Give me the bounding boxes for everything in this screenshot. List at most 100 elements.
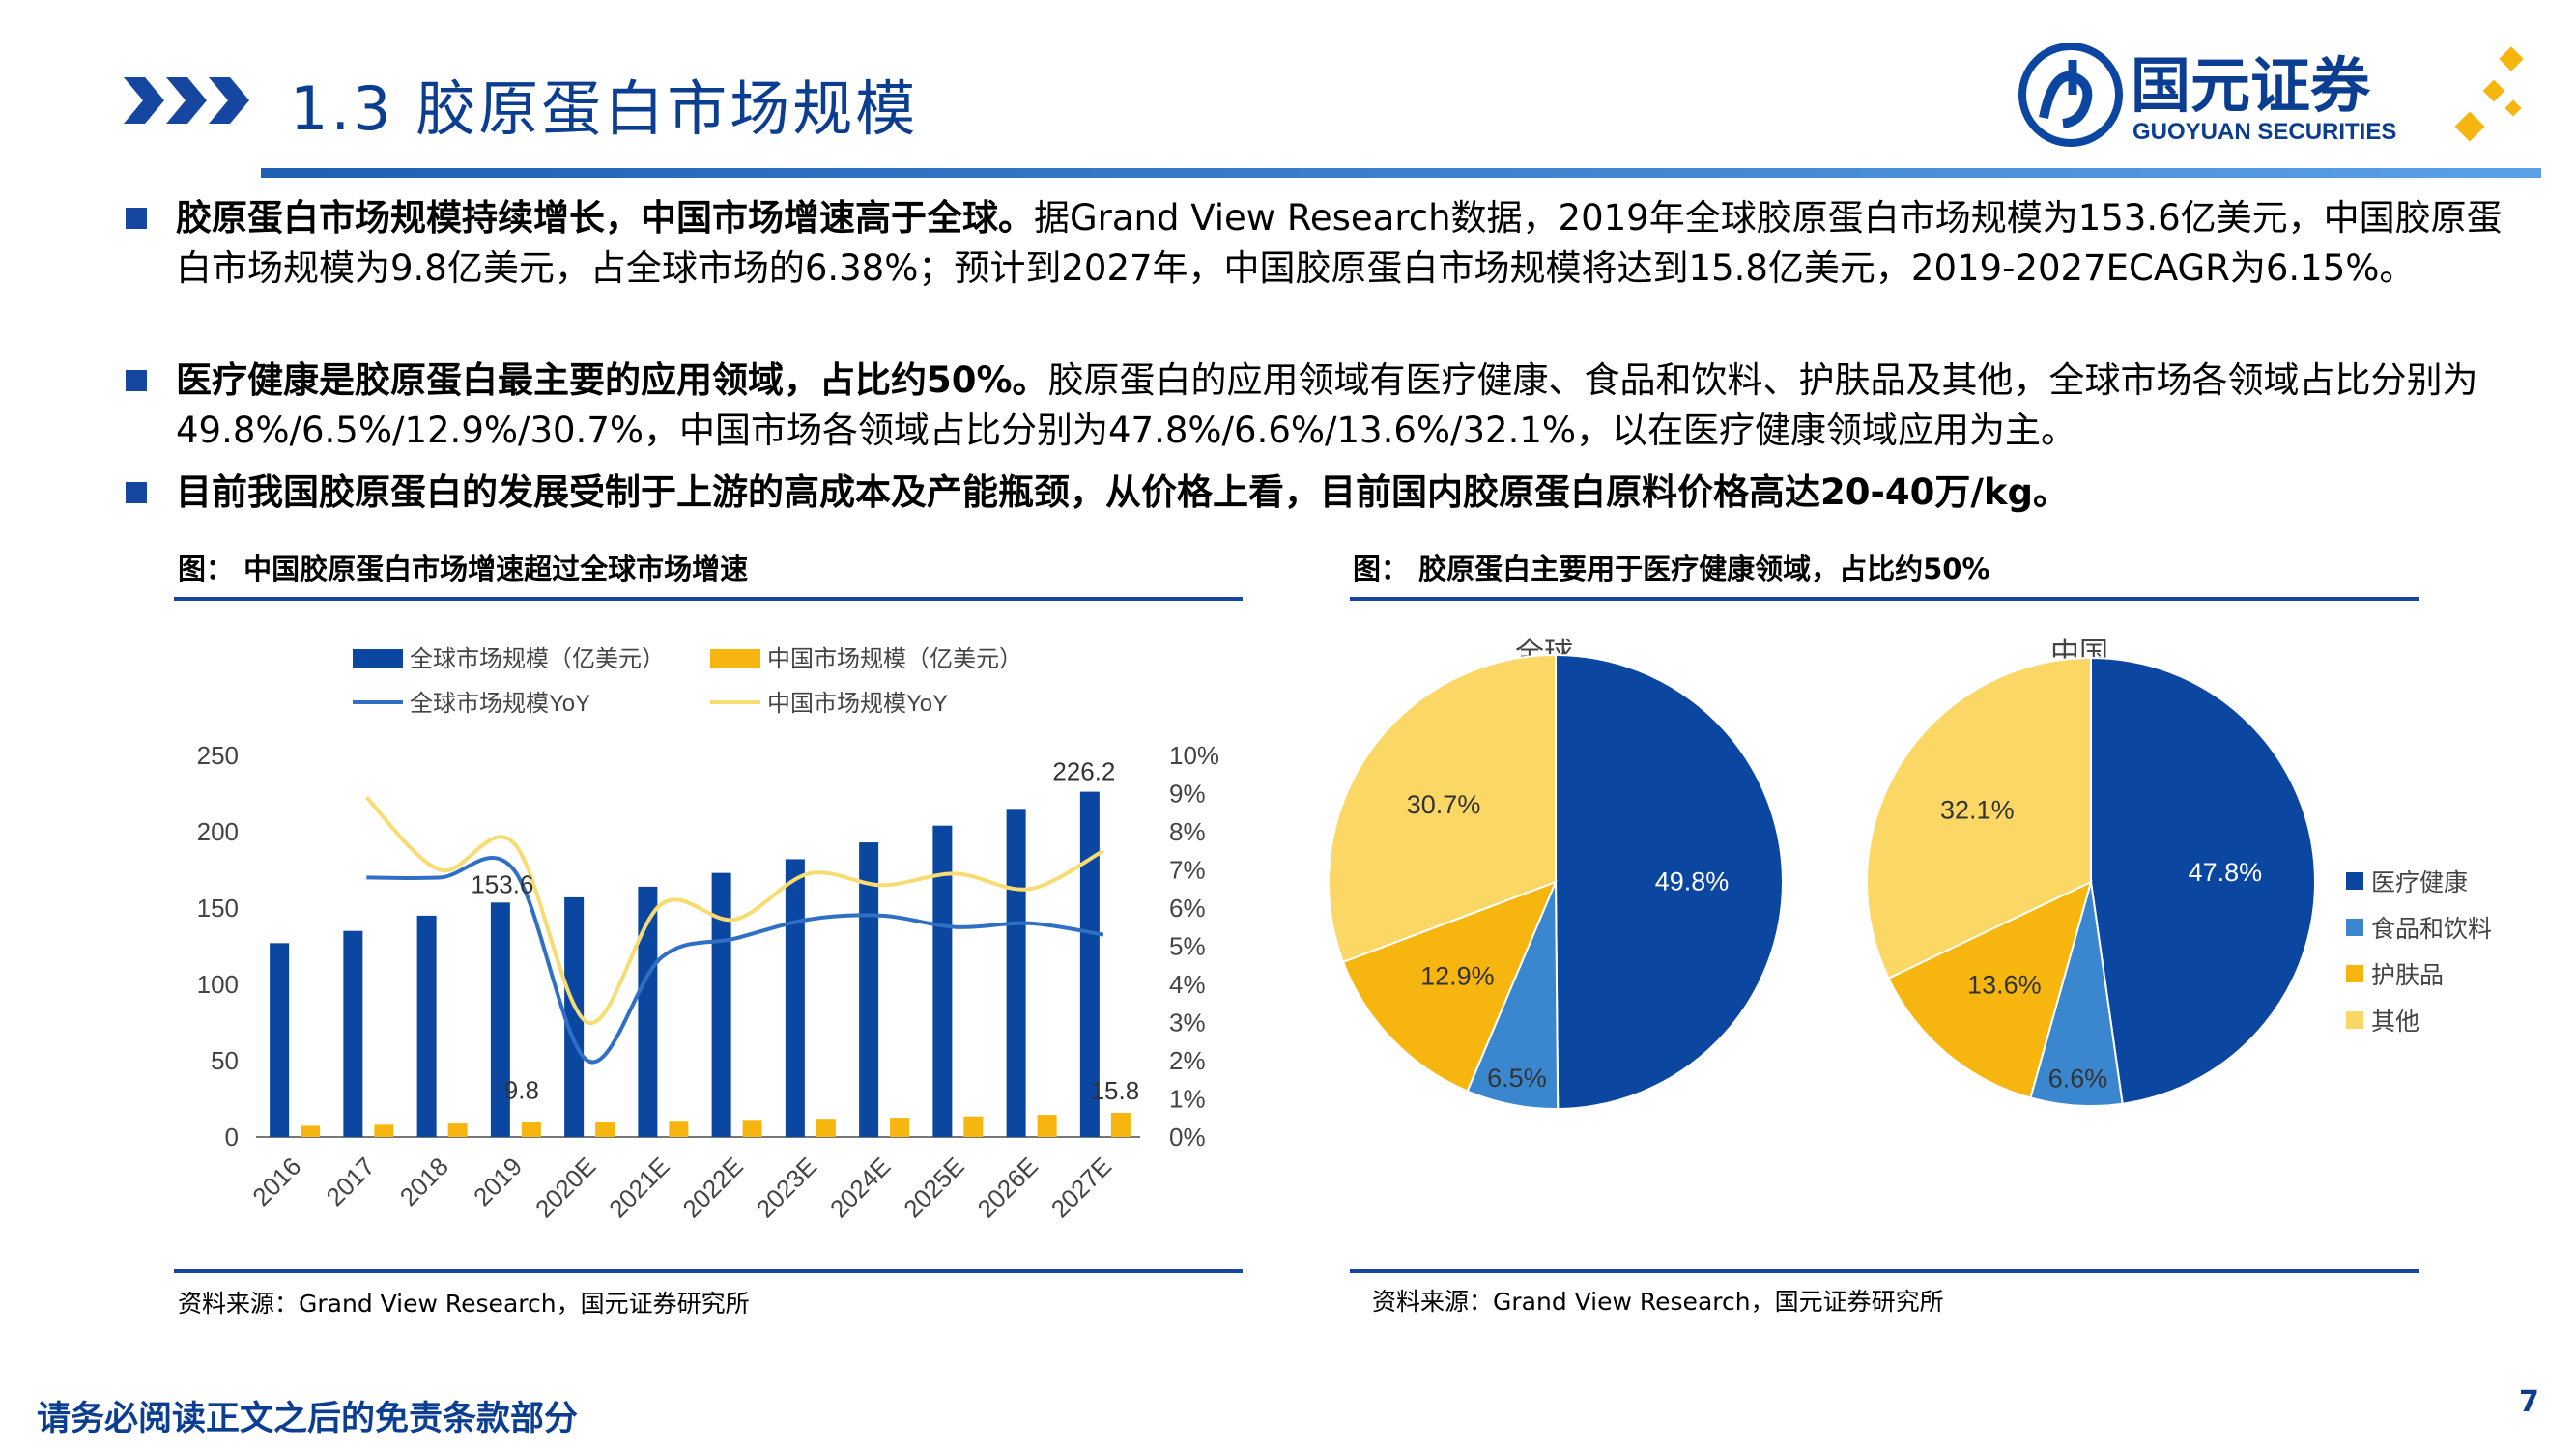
page-title: 1.3 胶原蛋白市场规模 <box>290 73 919 144</box>
y-right-tick-label: 5% <box>1169 932 1206 961</box>
title-chevrons-icon <box>124 77 249 124</box>
bar-global-2017 <box>343 930 363 1137</box>
y-left-tick-label: 200 <box>197 817 239 846</box>
y-right-tick-label: 2% <box>1169 1046 1206 1075</box>
legend-swatch-global-size <box>353 649 403 668</box>
y-right-tick-label: 7% <box>1169 856 1206 885</box>
right-figure-bottom-rule <box>1350 1269 2419 1273</box>
data-label-global-2019: 153.6 <box>471 869 533 898</box>
legend-label-china-yoy: 中国市场规模YoY <box>767 691 948 717</box>
logo-cn-text: 国元证券 <box>2131 53 2371 120</box>
pie-legend-label: 食品和饮料 <box>2371 916 2492 943</box>
legend-label-global-yoy: 全球市场规模YoY <box>410 691 590 717</box>
header-divider <box>261 168 2541 178</box>
bar-global-2027E <box>1079 791 1100 1137</box>
bullet-square-icon <box>126 482 147 503</box>
pie-legend-swatch <box>2346 965 2363 982</box>
footer-disclaimer: 请务必阅读正文之后的免责条款部分 <box>37 1400 579 1438</box>
legend-label-china-size: 中国市场规模（亿美元） <box>767 646 1022 672</box>
legend-swatch-china-size <box>710 649 760 668</box>
bar-global-2020E <box>564 896 585 1137</box>
x-tick-label: 2027E <box>1045 1151 1117 1223</box>
pie-china-slice-2 <box>1887 880 2093 1099</box>
y-right-tick-label: 9% <box>1169 780 1206 809</box>
bar-china-2023E <box>816 1119 836 1137</box>
y-right-tick-label: 3% <box>1169 1009 1206 1037</box>
logo-stars-icon <box>2454 46 2524 142</box>
bullet-3-bold: 目前我国胶原蛋白的发展受制于上游的高成本及产能瓶颈，从价格上看，目前国内胶原蛋白… <box>176 471 2069 513</box>
x-tick-label: 2026E <box>971 1151 1043 1223</box>
pie-china-slice-3 <box>1866 656 2092 980</box>
left-figure-top-rule <box>174 597 1243 601</box>
bar-china-2021E <box>669 1121 689 1137</box>
left-figure-title: 图： 中国胶原蛋白市场增速超过全球市场增速 <box>178 553 749 585</box>
y-left-tick-label: 50 <box>211 1046 239 1075</box>
bar-china-2020E <box>595 1122 615 1137</box>
x-tick-label: 2024E <box>824 1151 896 1223</box>
y-left-tick-label: 0 <box>225 1122 239 1151</box>
y-right-tick-label: 8% <box>1169 817 1206 846</box>
pie-legend-swatch <box>2346 919 2363 936</box>
y-left-tick-label: 250 <box>197 741 239 770</box>
y-right-tick-label: 6% <box>1169 894 1206 923</box>
bullet-1-bold: 胶原蛋白市场规模持续增长，中国市场增速高于全球。 <box>176 197 1034 239</box>
data-label-china-2027: 15.8 <box>1091 1076 1140 1105</box>
y-right-tick-label: 0% <box>1169 1122 1206 1151</box>
x-tick-label: 2025E <box>898 1151 969 1223</box>
logo-emblem-icon <box>2018 43 2123 147</box>
x-tick-label: 2020E <box>530 1151 601 1223</box>
bullet-application: 医疗健康是胶原蛋白最主要的应用领域，占比约50%。胶原蛋白的应用领域有医疗健康、… <box>126 355 2512 456</box>
left-figure-bottom-rule <box>174 1269 1243 1273</box>
pie-china-slice-0 <box>2090 656 2316 1105</box>
pie-china-value-label: 32.1% <box>1940 796 2015 825</box>
bar-global-2026E <box>1006 809 1026 1137</box>
pie-legend-swatch <box>2346 872 2363 890</box>
bar-china-2019 <box>521 1122 541 1137</box>
bar-china-2027E <box>1110 1113 1131 1137</box>
bar-global-2025E <box>932 825 953 1137</box>
x-tick-label: 2023E <box>751 1151 822 1223</box>
pie-legend-swatch <box>2346 1011 2363 1029</box>
pie-china-value-label: 47.8% <box>2189 858 2263 887</box>
bullet-2-text: 胶原蛋白的应用领域有医疗健康、食品和饮料、护肤品及其他，全球市场各领域占比分别为… <box>176 359 2478 451</box>
pie-legend-label: 医疗健康 <box>2371 869 2468 896</box>
application-pie-charts: 全球 中国 49.8%6.5%12.9%30.7% 47.8%6.6%13.6%… <box>1328 638 2492 1111</box>
pie-china-value-label: 13.6% <box>1967 970 2042 999</box>
bar-global-2023E <box>785 859 805 1137</box>
market-size-chart: 全球市场规模（亿美元） 中国市场规模（亿美元） 全球市场规模YoY 中国市场规模… <box>197 646 1219 1223</box>
bar-global-2016 <box>270 943 290 1137</box>
bar-china-2022E <box>742 1120 762 1137</box>
bar-china-2026E <box>1037 1115 1057 1137</box>
line-china-yoy <box>364 796 1104 1025</box>
data-label-china-2019: 9.8 <box>504 1076 539 1105</box>
bullet-2-bold: 医疗健康是胶原蛋白最主要的应用领域，占比约50%。 <box>176 359 1048 401</box>
x-tick-label: 2017 <box>321 1151 381 1211</box>
bar-china-2018 <box>447 1123 468 1137</box>
x-tick-label: 2019 <box>468 1151 528 1211</box>
bullet-square-icon <box>126 208 147 229</box>
chart-legend: 全球市场规模（亿美元） 中国市场规模（亿美元） 全球市场规模YoY 中国市场规模… <box>353 646 1022 717</box>
bullet-constraints: 目前我国胶原蛋白的发展受制于上游的高成本及产能瓶颈，从价格上看，目前国内胶原蛋白… <box>126 468 2512 518</box>
bar-global-2018 <box>416 915 437 1137</box>
bullet-square-icon <box>126 370 147 391</box>
pie-global-value-label: 12.9% <box>1420 962 1495 991</box>
data-label-global-2027: 226.2 <box>1052 757 1115 786</box>
bar-china-2016 <box>301 1125 321 1137</box>
right-figure-source: 资料来源：Grand View Research，国元证券研究所 <box>1372 1288 1944 1316</box>
right-figure-title: 图： 胶原蛋白主要用于医疗健康领域，占比约50% <box>1353 553 1990 585</box>
pie-legend-label: 护肤品 <box>2371 962 2444 989</box>
bar-global-2019 <box>490 902 510 1137</box>
company-logo: 国元证券 GUOYUAN SECURITIES <box>2018 43 2524 147</box>
left-figure-source: 资料来源：Grand View Research，国元证券研究所 <box>178 1290 750 1318</box>
bullet-1-text: 据Grand View Research数据，2019年全球胶原蛋白市场规模为1… <box>176 197 2503 289</box>
pie-global-value-label: 49.8% <box>1655 867 1730 895</box>
pie-global-slice-0 <box>1555 653 1785 1111</box>
bar-global-2022E <box>711 872 731 1137</box>
legend-label-global-size: 全球市场规模（亿美元） <box>410 646 665 672</box>
x-tick-label: 2016 <box>246 1151 306 1211</box>
page-number: 7 <box>2519 1385 2539 1419</box>
pie-global-slice-3 <box>1328 653 1557 964</box>
right-figure-top-rule <box>1350 597 2419 601</box>
bar-china-2017 <box>374 1124 394 1137</box>
